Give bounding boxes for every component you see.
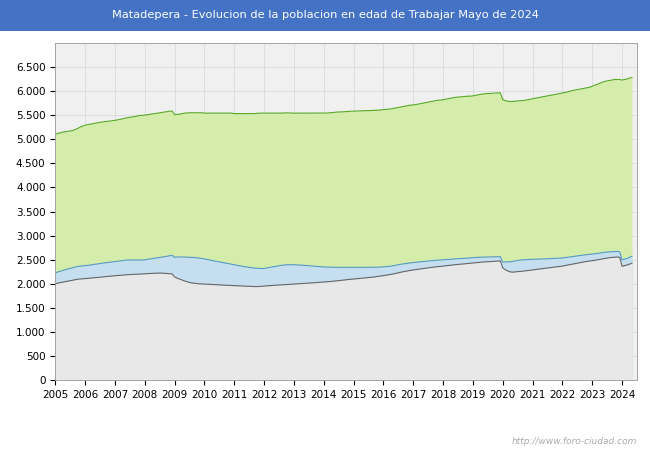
Text: Matadepera - Evolucion de la poblacion en edad de Trabajar Mayo de 2024: Matadepera - Evolucion de la poblacion e… [112, 10, 538, 20]
Text: http://www.foro-ciudad.com: http://www.foro-ciudad.com [512, 436, 637, 446]
